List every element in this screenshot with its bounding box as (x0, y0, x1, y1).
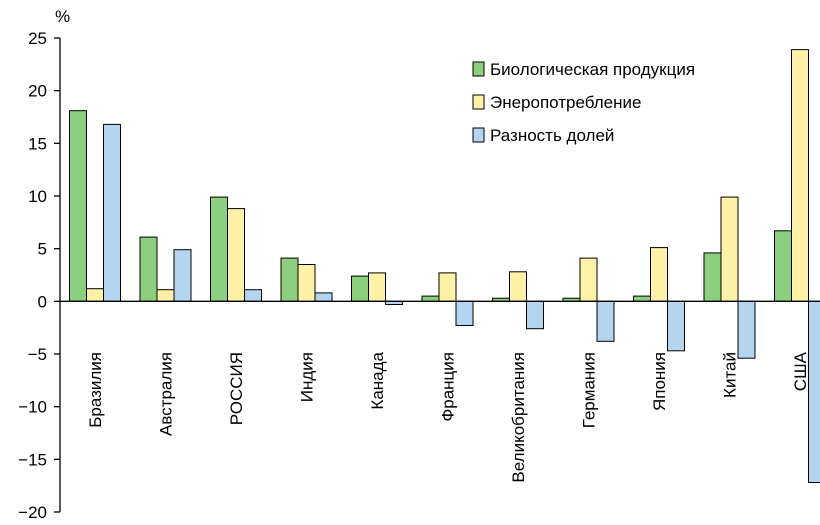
bar (509, 271, 527, 302)
y-tick-label: 20 (28, 82, 47, 101)
category-label: Германия (580, 352, 599, 428)
bar (368, 272, 386, 302)
y-tick-label: −20 (18, 503, 47, 522)
bar (596, 300, 615, 342)
bar (280, 257, 299, 302)
legend-swatch (472, 94, 485, 110)
bar (86, 288, 104, 302)
bar (791, 49, 809, 302)
bar (139, 236, 158, 302)
category-label: Индия (298, 352, 317, 402)
bar (720, 196, 739, 302)
bar (737, 300, 756, 359)
bar (314, 292, 333, 302)
bar (808, 300, 820, 483)
category-label: Япония (650, 352, 669, 411)
bar (173, 249, 192, 302)
category-label: Франция (439, 352, 458, 422)
bar (210, 196, 228, 302)
bar (103, 123, 121, 302)
legend-swatch (472, 127, 485, 143)
y-tick-label: 10 (28, 187, 47, 206)
legend-label: Биологическая продукция (490, 60, 695, 79)
legend-label: Разность долей (490, 126, 614, 145)
category-label: Канада (368, 351, 387, 409)
bar (297, 264, 316, 302)
category-label: США (791, 351, 810, 391)
bar (579, 257, 598, 302)
bar (227, 208, 245, 302)
legend: Биологическая продукция Энеропотребление Р… (472, 60, 695, 145)
category-label: Китай (721, 352, 740, 398)
y-tick-label: 0 (38, 292, 47, 311)
category-label: Австралия (157, 352, 176, 436)
legend-label: Энеропотребление (490, 93, 641, 112)
bar (69, 110, 87, 302)
bar (633, 295, 651, 302)
bar (455, 300, 474, 326)
bar (703, 252, 722, 302)
category-label: РОССИЯ (227, 352, 246, 425)
y-tick-label: −15 (18, 450, 47, 469)
y-tick-label: 25 (28, 29, 47, 48)
bar (421, 295, 440, 302)
legend-swatch (472, 61, 485, 77)
bar (667, 300, 685, 352)
bar (774, 230, 792, 302)
bar (526, 300, 544, 330)
y-tick-label: 5 (38, 240, 47, 259)
bar (650, 247, 668, 302)
bar (156, 289, 175, 302)
category-labels: Бразилия Австралия РОССИЯ Индия Канада Франци… (86, 351, 810, 482)
category-label: Бразилия (86, 352, 105, 428)
y-unit-label: % (55, 7, 70, 26)
bar (244, 289, 262, 302)
y-tick-label: 15 (28, 134, 47, 153)
axes-layer: 25 20 15 10 5 0 −5 −10 −15 −20 (18, 29, 820, 522)
category-label: Великобритания (509, 352, 528, 483)
y-tick-label: −10 (18, 398, 47, 417)
y-tick-label: −5 (28, 345, 47, 364)
bar (351, 275, 369, 302)
bar (438, 272, 457, 302)
bars-layer (69, 49, 820, 483)
